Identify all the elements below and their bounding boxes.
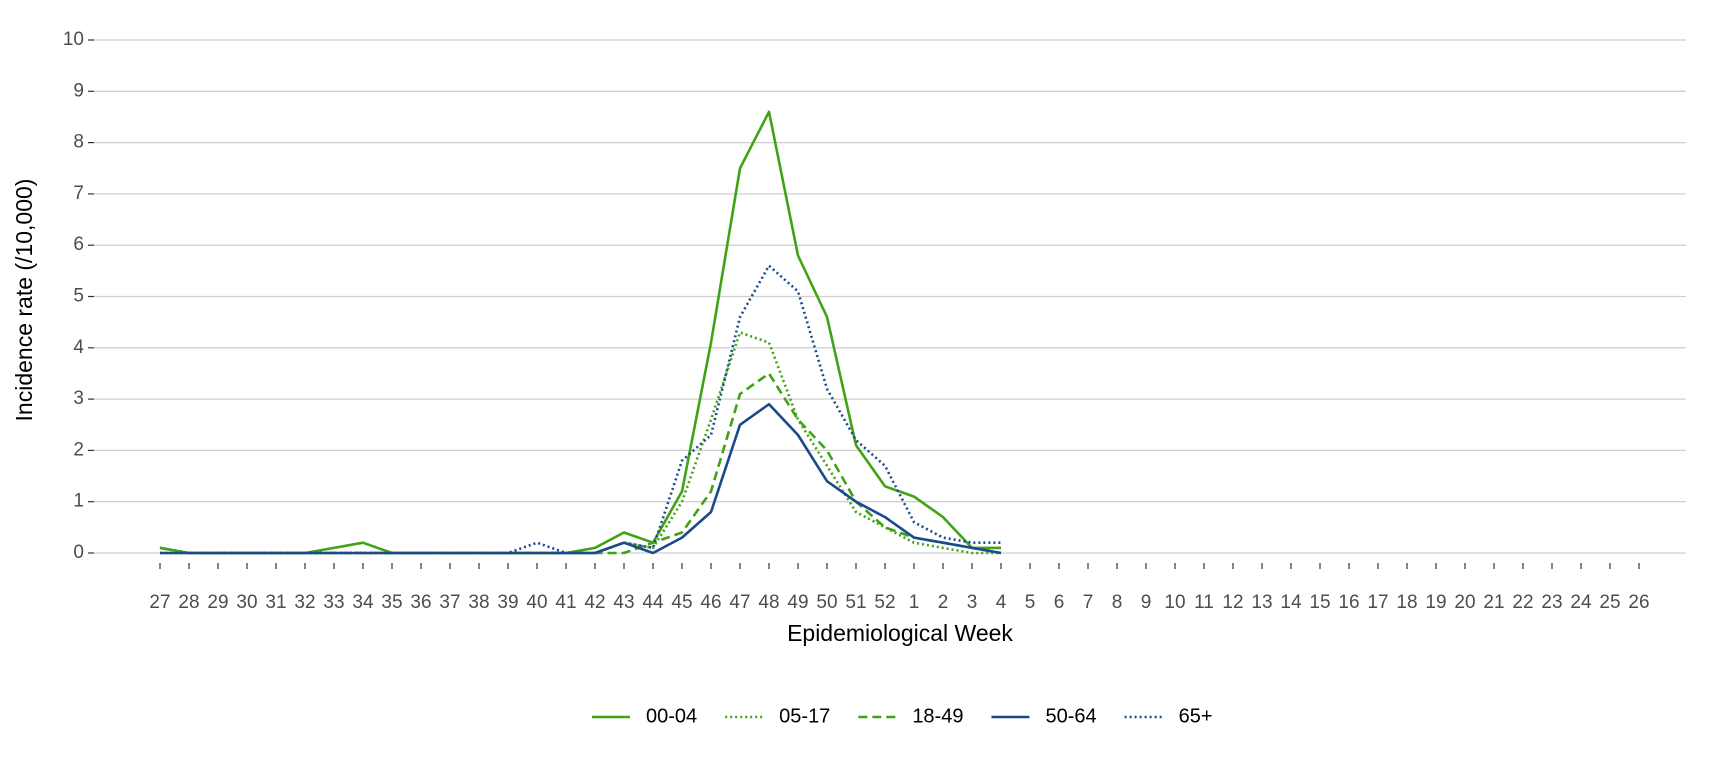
x-tick-label: 4	[996, 592, 1007, 613]
x-tick-label: 10	[1164, 592, 1185, 613]
x-tick-label: 32	[294, 592, 315, 613]
y-tick-label: 8	[73, 132, 84, 153]
x-tick-label: 19	[1425, 592, 1446, 613]
x-tick-label: 50	[816, 592, 837, 613]
x-tick-label: 37	[439, 592, 460, 613]
x-tick-label: 26	[1628, 592, 1649, 613]
x-tick-label: 18	[1396, 592, 1417, 613]
x-tick-label: 40	[526, 592, 547, 613]
series-line	[159, 331, 1001, 555]
y-tick-label: 2	[73, 439, 84, 460]
x-tick-label: 9	[1141, 592, 1152, 613]
x-tick-label: 14	[1280, 592, 1302, 613]
x-tick-label: 39	[497, 592, 518, 613]
legend-label: 65+	[1179, 705, 1213, 727]
x-tick-label: 17	[1367, 592, 1388, 613]
x-tick-label: 20	[1454, 592, 1475, 613]
y-tick-label: 4	[73, 337, 84, 358]
x-tick-label: 11	[1194, 592, 1214, 613]
y-tick-label: 10	[63, 29, 84, 50]
y-tick-label: 0	[73, 542, 84, 563]
x-tick-label: 2	[938, 592, 949, 613]
x-tick-label: 48	[758, 592, 779, 613]
series-line	[160, 402, 1002, 555]
x-tick-label: 8	[1112, 592, 1123, 613]
x-tick-label: 3	[967, 592, 978, 613]
x-tick-label: 27	[149, 592, 170, 613]
y-tick-label: 1	[73, 491, 84, 512]
x-tick-label: 12	[1222, 592, 1243, 613]
x-tick-label: 15	[1309, 592, 1330, 613]
x-tick-label: 1	[909, 592, 920, 613]
x-tick-label: 41	[555, 592, 576, 613]
x-tick-label: 43	[613, 592, 634, 613]
series-line	[160, 264, 1001, 555]
y-tick-label: 7	[73, 183, 84, 204]
x-tick-label: 16	[1338, 592, 1359, 613]
x-tick-label: 22	[1512, 592, 1533, 613]
x-tick-label: 52	[874, 592, 895, 613]
x-tick-label: 23	[1541, 592, 1562, 613]
x-tick-label: 46	[700, 592, 721, 613]
x-tick-label: 25	[1599, 592, 1620, 613]
series-line	[159, 372, 1002, 555]
x-tick-label: 47	[729, 592, 750, 613]
legend-label: 05-17	[779, 705, 830, 727]
y-tick-label: 3	[73, 388, 84, 409]
x-tick-label: 28	[178, 592, 199, 613]
y-tick-label: 5	[73, 286, 84, 307]
x-tick-label: 33	[323, 592, 344, 613]
x-tick-label: 30	[236, 592, 257, 613]
legend-label: 50-64	[1045, 705, 1096, 727]
x-tick-label: 35	[381, 592, 402, 613]
y-tick-label: 9	[73, 80, 84, 101]
x-tick-label: 49	[787, 592, 808, 613]
x-tick-label: 31	[265, 592, 286, 613]
x-tick-label: 24	[1570, 592, 1592, 613]
x-tick-label: 38	[468, 592, 489, 613]
y-tick-label: 6	[73, 234, 84, 255]
x-tick-label: 44	[642, 592, 664, 613]
x-tick-label: 7	[1083, 592, 1094, 613]
x-tick-label: 6	[1054, 592, 1065, 613]
x-tick-label: 34	[352, 592, 374, 613]
x-tick-label: 51	[845, 592, 866, 613]
x-tick-label: 45	[671, 592, 692, 613]
x-tick-label: 21	[1483, 592, 1504, 613]
x-axis-title: Epidemiological Week	[787, 620, 1013, 646]
legend-label: 00-04	[646, 705, 697, 727]
x-tick-label: 13	[1251, 592, 1272, 613]
legend-label: 18-49	[912, 705, 963, 727]
y-axis-title: Incidence rate (/10,000)	[11, 179, 37, 422]
x-tick-label: 29	[207, 592, 228, 613]
x-tick-label: 5	[1025, 592, 1036, 613]
x-tick-label: 36	[410, 592, 431, 613]
x-tick-label: 42	[584, 592, 605, 613]
series-line	[159, 110, 1001, 555]
